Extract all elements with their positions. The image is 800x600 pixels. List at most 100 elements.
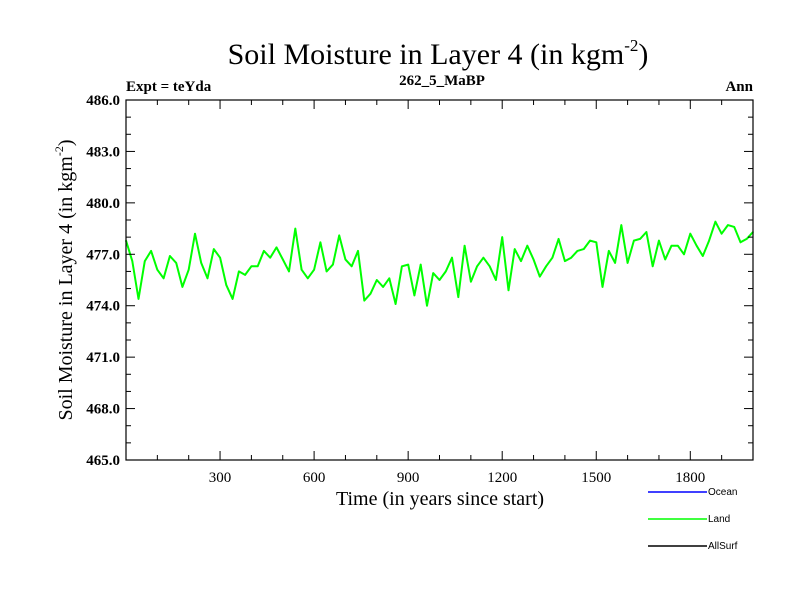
y-axis-label: Soil Moisture in Layer 4 (in kgm-2) xyxy=(52,139,77,420)
data-point xyxy=(376,279,378,281)
axis-ticks: 300 600 900 1200 1500 1800 465.0 468.0 471.0 474.… xyxy=(86,93,753,486)
x-axis-label: Time (in years since start) xyxy=(336,488,544,510)
x-tick-label: 600 xyxy=(303,470,326,486)
data-point xyxy=(162,277,165,280)
data-point xyxy=(144,260,146,262)
data-point xyxy=(457,296,460,298)
data-point xyxy=(282,258,284,261)
data-point xyxy=(695,244,698,247)
x-tick-label: 900 xyxy=(397,470,420,486)
data-point xyxy=(501,236,504,238)
data-point xyxy=(633,239,635,242)
y-tick-label: 468.0 xyxy=(86,402,120,418)
data-point xyxy=(651,265,654,268)
data-point xyxy=(714,220,717,223)
x-tick-label: 1800 xyxy=(675,470,705,486)
data-point xyxy=(181,286,184,288)
data-point xyxy=(231,298,234,300)
data-point xyxy=(614,262,616,264)
data-point xyxy=(200,262,202,264)
data-point xyxy=(445,270,447,273)
data-point xyxy=(620,224,623,226)
data-point xyxy=(382,286,384,288)
data-point xyxy=(495,279,497,281)
series-line-land xyxy=(125,220,754,307)
data-point xyxy=(702,255,704,257)
data-point xyxy=(419,263,422,266)
data-point xyxy=(363,299,366,302)
data-point xyxy=(313,268,315,271)
data-point xyxy=(745,238,748,240)
data-point xyxy=(225,284,228,286)
data-point xyxy=(570,256,572,259)
data-point xyxy=(488,265,491,268)
data-point xyxy=(269,256,272,259)
data-point xyxy=(288,270,290,273)
data-point xyxy=(394,303,397,305)
y-tick-label: 477.0 xyxy=(86,247,120,263)
data-point xyxy=(426,304,428,307)
y-tick-label: 486.0 xyxy=(86,93,120,109)
data-point xyxy=(432,272,435,274)
data-point xyxy=(658,239,660,242)
x-tick-label: 1200 xyxy=(487,470,517,486)
data-point xyxy=(733,226,735,228)
data-point xyxy=(476,265,478,268)
data-point xyxy=(645,231,648,233)
data-point xyxy=(175,262,177,264)
data-point xyxy=(576,250,579,252)
data-point xyxy=(206,277,209,280)
x-tick-label: 300 xyxy=(209,470,232,486)
y-tick-label: 474.0 xyxy=(86,299,120,315)
data-point xyxy=(401,265,403,268)
data-point xyxy=(250,265,253,268)
data-point xyxy=(131,260,134,262)
data-point xyxy=(338,234,341,237)
data-point xyxy=(727,224,729,226)
y-tick-label: 480.0 xyxy=(86,196,120,212)
data-point xyxy=(677,244,679,247)
data-point xyxy=(413,294,416,297)
y-tick-label: 471.0 xyxy=(86,350,120,366)
data-point xyxy=(582,248,585,250)
data-point xyxy=(520,260,522,262)
y-tick-label: 465.0 xyxy=(86,453,120,469)
data-point xyxy=(470,280,472,283)
data-point xyxy=(595,241,598,244)
data-point xyxy=(213,248,215,250)
data-point xyxy=(608,250,610,252)
data-point xyxy=(739,241,742,244)
legend-label-land: Land xyxy=(708,514,730,525)
data-point xyxy=(601,286,604,288)
data-point xyxy=(551,256,554,259)
data-point xyxy=(169,255,171,257)
legend: Ocean Land AllSurf xyxy=(648,487,738,552)
data-point xyxy=(532,258,535,261)
data-point xyxy=(369,292,372,295)
data-point xyxy=(344,258,347,261)
legend-label-allsurf: AllSurf xyxy=(708,541,738,552)
data-point xyxy=(463,244,466,247)
subtitle-right: Ann xyxy=(725,79,753,95)
data-point xyxy=(307,277,309,280)
data-point xyxy=(137,298,140,300)
subtitle-center: 262_5_MaBP xyxy=(399,73,485,89)
y-tick-label: 483.0 xyxy=(86,144,120,160)
data-point xyxy=(388,277,391,280)
data-point xyxy=(256,265,259,268)
data-point xyxy=(708,239,710,242)
x-tick-label: 1500 xyxy=(581,470,611,486)
data-point xyxy=(300,268,303,271)
subtitle-left: Expt = teYda xyxy=(126,79,212,95)
data-point xyxy=(238,270,240,273)
data-point xyxy=(357,250,359,252)
data-point xyxy=(194,232,196,235)
data-point xyxy=(263,250,265,252)
series-layer xyxy=(125,220,754,307)
data-point xyxy=(219,256,221,259)
data-point xyxy=(332,263,334,266)
data-point xyxy=(451,256,453,259)
data-point xyxy=(294,227,297,230)
data-point xyxy=(689,232,692,235)
